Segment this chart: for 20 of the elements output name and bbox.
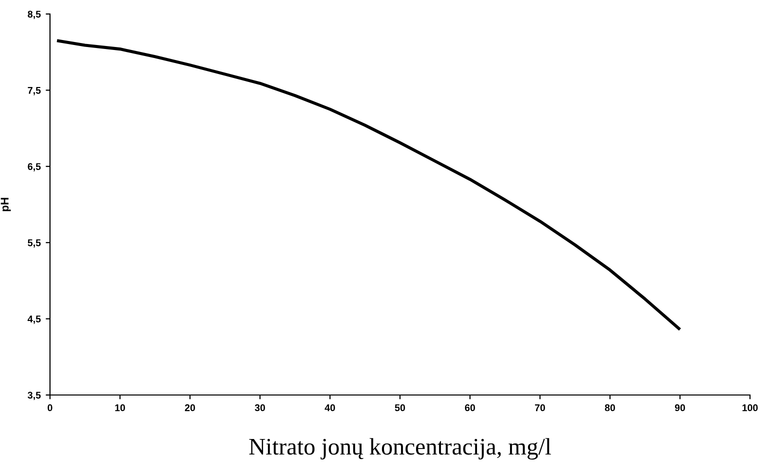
x-tick-label: 50 bbox=[394, 404, 406, 412]
y-axis-title: pH bbox=[0, 198, 11, 212]
x-tick-label: 30 bbox=[254, 404, 266, 412]
x-tick-label: 80 bbox=[604, 404, 616, 412]
x-tick-label: 100 bbox=[742, 404, 758, 412]
x-tick-label: 90 bbox=[674, 404, 686, 412]
x-tick-label: 20 bbox=[184, 404, 196, 412]
x-tick-label: 0 bbox=[48, 404, 52, 412]
y-tick-label: 3,5 bbox=[28, 392, 41, 400]
y-tick-label: 8,5 bbox=[28, 10, 41, 20]
y-tick-label: 4,5 bbox=[28, 316, 41, 324]
x-tick-label: 10 bbox=[115, 404, 126, 412]
x-tick-label: 60 bbox=[464, 404, 476, 412]
y-tick-label: 7,5 bbox=[28, 87, 41, 96]
line-series bbox=[55, 39, 682, 331]
x-tick-label: 70 bbox=[535, 404, 546, 412]
x-axis-title: Nitrato jonų koncentracija, mg/l bbox=[249, 438, 551, 460]
y-tick-label: 6,5 bbox=[28, 163, 41, 172]
x-tick-label: 40 bbox=[324, 404, 336, 412]
y-tick-label: 5,5 bbox=[28, 239, 41, 248]
